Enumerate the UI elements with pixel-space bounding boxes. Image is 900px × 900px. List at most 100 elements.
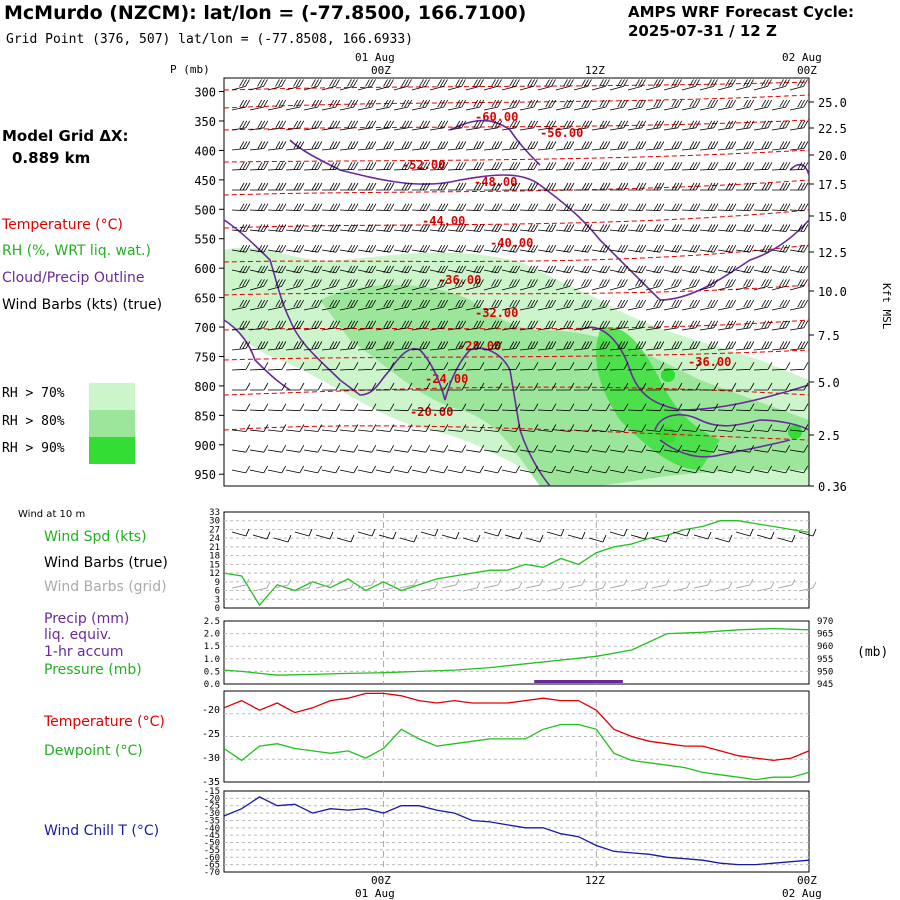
wind-barb <box>789 362 809 371</box>
wind-barb <box>303 120 323 131</box>
wind-barb <box>393 465 413 474</box>
wind-barb <box>286 382 305 391</box>
wind-barb <box>771 299 791 311</box>
wind-barb <box>574 182 593 191</box>
wind-barb <box>789 203 809 212</box>
wind-barb <box>681 99 701 111</box>
wind-barb <box>627 320 647 331</box>
wind10m-y-tick: 18 <box>209 552 220 562</box>
wind-barb <box>231 141 251 151</box>
wind-barb <box>609 320 629 331</box>
grid-wind-barb <box>630 581 649 592</box>
wind-barb <box>429 99 449 111</box>
wind10m-label: Wind at 10 m <box>18 509 86 520</box>
wind-barb <box>267 141 287 151</box>
temperature-contour-label: -20.00 <box>410 405 453 419</box>
surface-wind-barb <box>399 534 418 543</box>
wind-barb <box>681 265 701 274</box>
wind-barb <box>340 182 359 191</box>
wind-barb <box>484 382 503 391</box>
wind-barb <box>717 320 737 331</box>
wind-barb <box>681 141 701 151</box>
wind-barb <box>645 362 665 371</box>
wind-barb <box>430 382 449 391</box>
wind-barb <box>699 162 719 171</box>
temp-y-tick: -30 <box>202 753 220 764</box>
wind-barb <box>628 382 647 391</box>
wind-barb <box>736 382 755 391</box>
wind-barb <box>393 279 412 291</box>
wind-barb <box>717 465 737 474</box>
surface-wind-barb <box>777 534 796 543</box>
wind-barb <box>627 79 646 91</box>
wind-barb <box>519 224 539 232</box>
precip-y-tick: 2.0 <box>204 630 220 640</box>
windchill-y-tick: -45 <box>204 831 220 841</box>
grid-wind-barb <box>651 578 670 589</box>
wind-barb <box>465 162 485 171</box>
wind10m-y-tick: 27 <box>209 525 220 535</box>
wind-barb <box>663 445 683 453</box>
pressure-y-tick: 945 <box>817 680 833 690</box>
grid-wind-barb <box>525 578 544 589</box>
top-date-1: 01 Aug <box>355 51 395 64</box>
pressure-tick-label: 600 <box>194 262 216 276</box>
wind-barb <box>609 265 629 274</box>
wind-barb <box>555 162 575 171</box>
bottom-date-2: 02 Aug <box>782 887 822 900</box>
wind-barb <box>753 341 773 351</box>
wind-barb <box>249 120 269 131</box>
wind-barb <box>681 362 701 371</box>
wind-barb <box>717 162 737 171</box>
rh80-label: RH > 80% <box>2 414 65 429</box>
wind-barb <box>411 162 431 171</box>
wind-barb <box>753 320 773 331</box>
wind-barb <box>465 265 485 274</box>
wind-barb <box>645 445 665 453</box>
wind-barb <box>465 141 485 151</box>
temperature-contour <box>223 209 810 229</box>
wind-barb <box>537 445 557 453</box>
wind-barb <box>592 382 611 391</box>
wind-barb <box>699 403 719 412</box>
wind-barb <box>501 362 521 371</box>
wind-barb <box>231 445 251 453</box>
wind-barb <box>753 203 773 212</box>
wind-barb <box>393 320 413 331</box>
wind-barb <box>231 424 251 432</box>
wind10m-y-tick: 24 <box>209 534 220 544</box>
wind-barb <box>393 362 413 371</box>
wind-barb <box>645 403 665 412</box>
bottom-tick-3: 00Z <box>797 874 817 887</box>
wind-barb <box>699 362 719 371</box>
wind-barb <box>321 162 341 171</box>
wind-barb <box>339 224 359 232</box>
wind-barb <box>375 279 394 291</box>
wind-barb <box>789 141 809 151</box>
wind-barb <box>519 320 539 331</box>
cloud-outline <box>659 439 791 458</box>
wind-barb <box>231 465 251 474</box>
legend-rh: RH (%, WRT liq. wat.) <box>2 243 151 259</box>
wind-barb <box>303 465 323 474</box>
wind-barb <box>627 224 647 232</box>
wind-barb <box>249 279 268 291</box>
wind-barb <box>699 341 719 351</box>
wind-barb <box>735 79 754 91</box>
wind-barb <box>754 382 773 391</box>
wind-barb <box>303 445 323 453</box>
wind-barb <box>771 424 791 432</box>
wind-barb <box>771 279 790 291</box>
wind-barb <box>321 362 341 371</box>
wind-barb <box>286 182 305 191</box>
pressure-axis-title: P (mb) <box>170 63 210 76</box>
rh90-label: RH > 90% <box>2 441 65 456</box>
wind-barb <box>645 465 665 474</box>
wind-barb <box>375 99 395 111</box>
wind-barb <box>447 224 467 232</box>
wind-barb <box>483 279 502 291</box>
windchill-y-tick: -35 <box>204 816 220 826</box>
wind-barb <box>321 141 341 151</box>
temperature-contour-label: -60.00 <box>475 110 518 124</box>
